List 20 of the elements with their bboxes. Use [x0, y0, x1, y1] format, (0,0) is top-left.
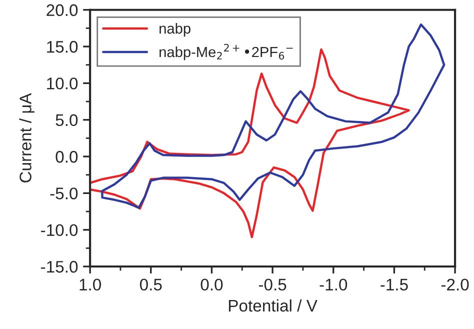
- x-tick-label: -0.5: [258, 278, 286, 291]
- legend-label: nabp: [160, 22, 190, 37]
- y-tick-label: 20.0: [46, 4, 78, 16]
- x-tick-label: 1.0: [80, 278, 101, 291]
- y-tick-label: 10.0: [47, 78, 78, 90]
- y-tick-label: 0.0: [56, 150, 78, 163]
- y-tick-label: 15.0: [47, 40, 78, 53]
- y-tick-label: 5.0: [56, 114, 78, 126]
- y-tick-label: -5.0: [50, 188, 78, 200]
- x-tick-label: 0.0: [200, 278, 223, 291]
- y-axis-title: Current / μA: [19, 93, 34, 182]
- x-tick-label: -1.0: [320, 278, 348, 291]
- line-series: [101, 23, 446, 209]
- x-tick-label: -2.0: [441, 278, 469, 291]
- x-axis-title: Potential / V: [228, 299, 318, 312]
- y-tick-label: -15.0: [41, 260, 78, 273]
- x-tick-label: -1.5: [380, 278, 408, 291]
- y-tick-label: -10.0: [41, 224, 78, 236]
- legend-label: nabp-Me$_{2}$$^{2+}$•2PF$_{6}$$^{−}$: [160, 44, 293, 60]
- x-tick-label: 0.5: [140, 278, 162, 291]
